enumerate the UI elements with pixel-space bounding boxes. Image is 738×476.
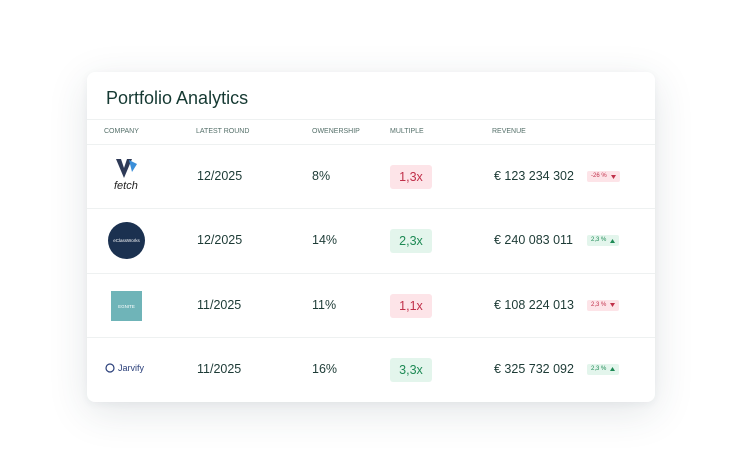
ownership: 11% <box>312 297 337 312</box>
logo-text: eClassWorks <box>113 238 140 243</box>
logo-text: Jarvify <box>118 363 145 373</box>
ownership: 16% <box>312 361 338 376</box>
logo-fetch: fetch <box>112 156 142 198</box>
row-separator <box>87 208 655 210</box>
column-header: MULTIPLE <box>390 128 424 135</box>
logo-text: fetch <box>114 180 138 192</box>
logo-text: EGNITE <box>118 303 135 309</box>
trend-arrow <box>610 174 616 179</box>
logo-eclassworks: eClassWorks <box>108 222 145 259</box>
change: -26 % <box>591 173 607 179</box>
separator <box>87 144 655 145</box>
change-badge: 2,3 % <box>587 299 620 311</box>
revenue: € 108 224 013 <box>494 297 574 312</box>
multiple: 2,3x <box>390 229 432 254</box>
column-header: OWENERSHIP <box>312 128 360 135</box>
revenue: € 325 732 092 <box>494 361 574 376</box>
logo-jarvify: Jarvify <box>105 363 144 373</box>
arrow-shape <box>610 238 616 243</box>
revenue: € 240 083 011 <box>494 233 574 248</box>
arrow-shape <box>610 303 616 308</box>
multiple: 3,3x <box>390 357 432 382</box>
row-separator <box>87 272 655 274</box>
column-header: REVENUE <box>492 128 526 135</box>
trend-arrow <box>610 303 616 308</box>
multiple: 1,3x <box>390 165 432 189</box>
latest-round: 12/2025 <box>197 169 243 183</box>
change-badge: 2,3 % <box>587 235 620 247</box>
separator <box>87 119 655 120</box>
arrow-shape <box>610 367 616 372</box>
column-header: COMPANY <box>104 128 139 135</box>
ownership: 14% <box>312 233 338 248</box>
row-separator <box>87 336 655 338</box>
change-badge: 2,3 % <box>587 363 620 375</box>
change-badge: -26 % <box>587 171 620 182</box>
multiple: 1,1x <box>390 293 432 318</box>
title: Portfolio Analytics <box>106 88 249 108</box>
logo-icon <box>105 363 115 373</box>
latest-round: 12/2025 <box>197 233 243 248</box>
logo-icon <box>116 159 137 178</box>
arrow-shape <box>610 174 616 179</box>
logo-egnite: EGNITE <box>111 291 142 321</box>
latest-round: 11/2025 <box>197 361 242 376</box>
change: 2,3 % <box>591 237 607 244</box>
change: 2,3 % <box>591 365 607 372</box>
change: 2,3 % <box>591 301 607 308</box>
card: Portfolio Analytics fetch eClassWorks EG… <box>87 72 655 402</box>
trend-arrow <box>610 238 616 243</box>
ownership: 8% <box>312 169 331 183</box>
column-header: LATEST ROUND <box>196 128 250 135</box>
latest-round: 11/2025 <box>197 297 242 312</box>
revenue: € 123 234 302 <box>494 169 574 183</box>
trend-arrow <box>610 367 616 372</box>
